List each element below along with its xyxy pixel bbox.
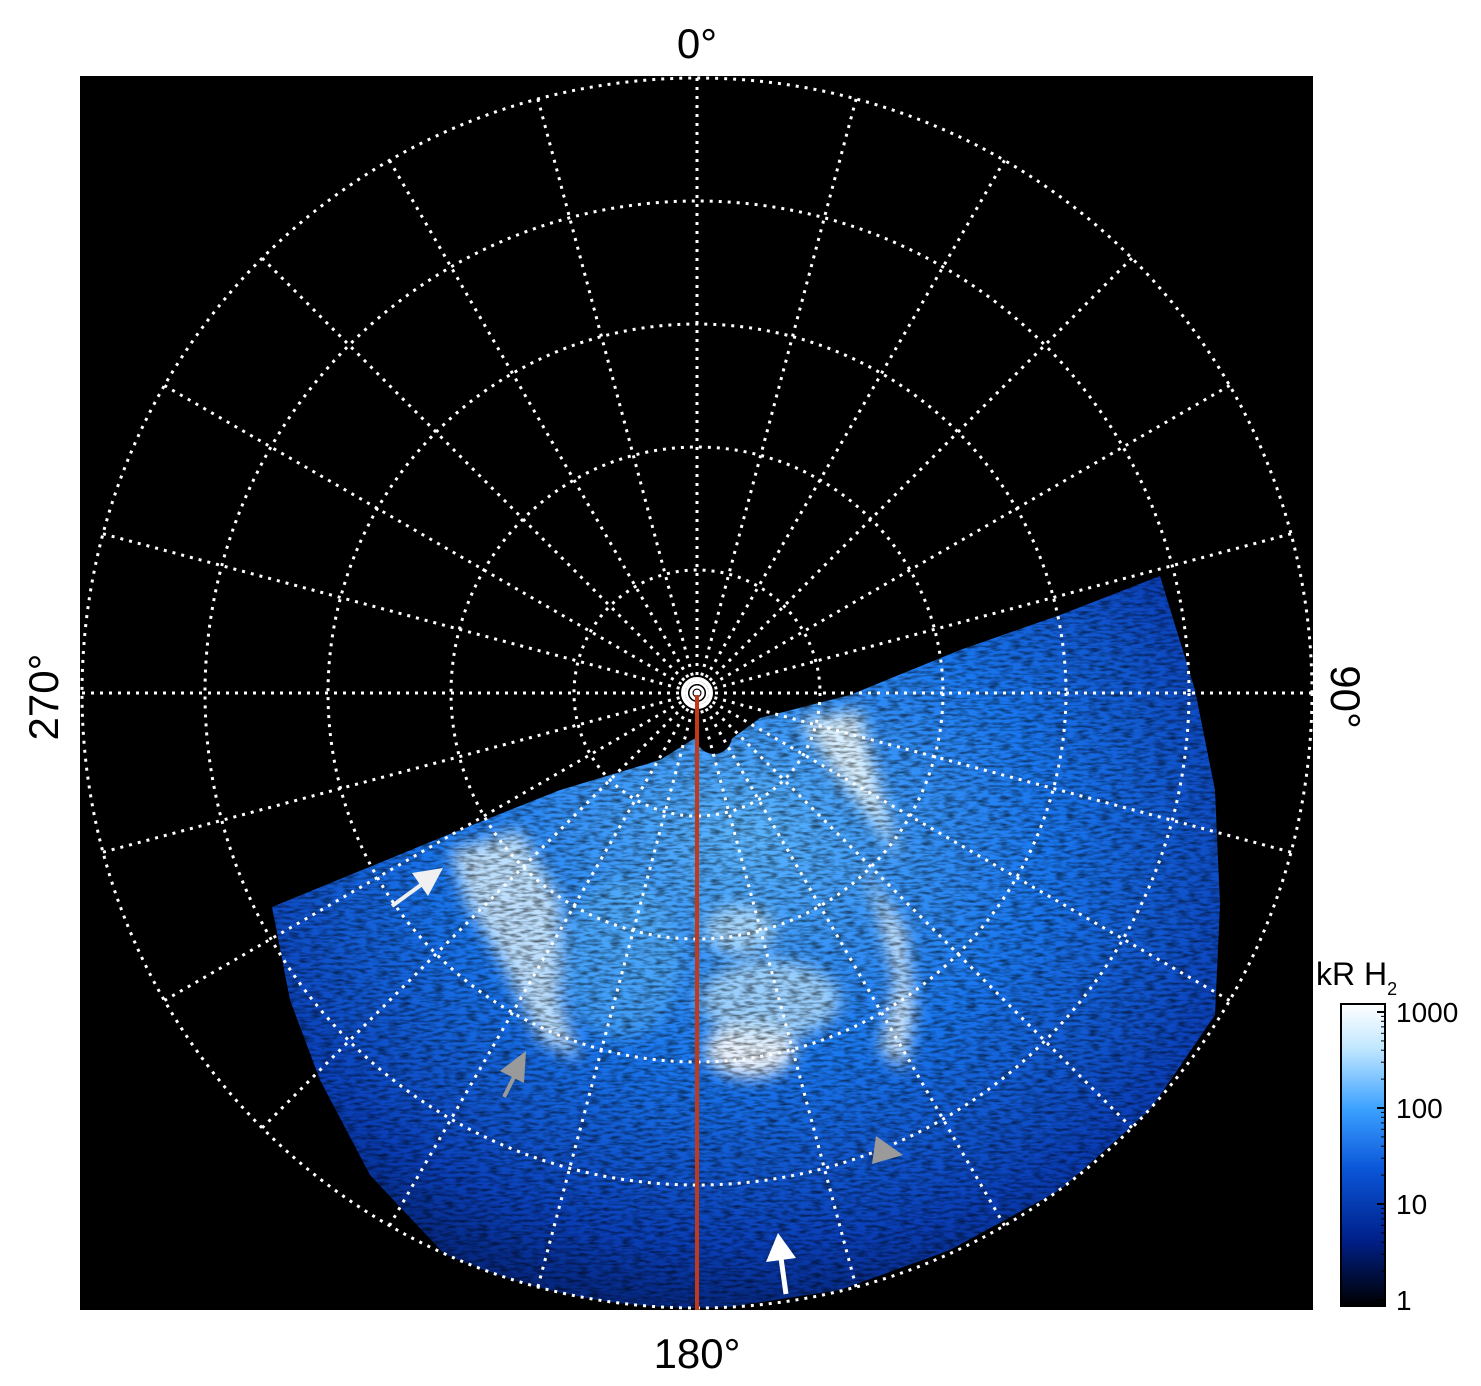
grid-parallel-ring [203,199,1191,1187]
grid-meridian [536,98,699,694]
grid-meridian [695,257,1133,695]
white-arrow [766,1233,796,1295]
grid-meridian [388,159,699,694]
grid-meridian [261,691,699,1129]
colorbar-tick-label: 1000 [1396,997,1458,1028]
grid-meridian [163,384,698,695]
grid-meridian [696,532,1292,695]
direction-label-bottom: 180° [654,1330,741,1377]
grid-meridian [695,692,1006,1227]
colorbar-title: kR H2 [1316,956,1397,999]
white-arrow [390,868,443,908]
aurora-emission [272,576,1220,1308]
grid-meridian [695,691,1133,1129]
grid-meridian [696,384,1231,695]
gray-arrow [500,1051,526,1098]
polar-grid [80,76,1313,1310]
colorbar-tick-label: 10 [1396,1189,1427,1220]
grid-meridian [102,532,698,695]
colorbar-tick-label: 100 [1396,1093,1443,1124]
colorbar-title-subscript: 2 [1387,979,1397,999]
direction-label-right: 90° [1322,665,1369,729]
colorbar: kR H2 1000 100 10 1 [1316,956,1458,1316]
annotation-arrows [390,868,903,1295]
colorbar-ticks: 1000 100 10 1 [1377,997,1458,1316]
grid-meridian [261,257,699,695]
colorbar-gradient [1340,1003,1386,1307]
direction-label-top: 0° [677,20,717,67]
gray-arrowhead [872,1136,903,1164]
grid-meridian [388,692,699,1227]
grid-meridian [102,691,698,854]
grid-meridian [695,98,858,694]
grid-parallel-ring [572,568,822,818]
grid-meridian [696,691,1231,1002]
direction-label-left: 270° [20,654,67,741]
grid-meridian [536,692,699,1288]
grid-meridian [696,691,1292,854]
colorbar-tick-label: 1 [1396,1285,1412,1316]
grid-meridian [695,692,858,1288]
grid-meridian [695,159,1006,694]
grid-meridian [163,691,698,1002]
